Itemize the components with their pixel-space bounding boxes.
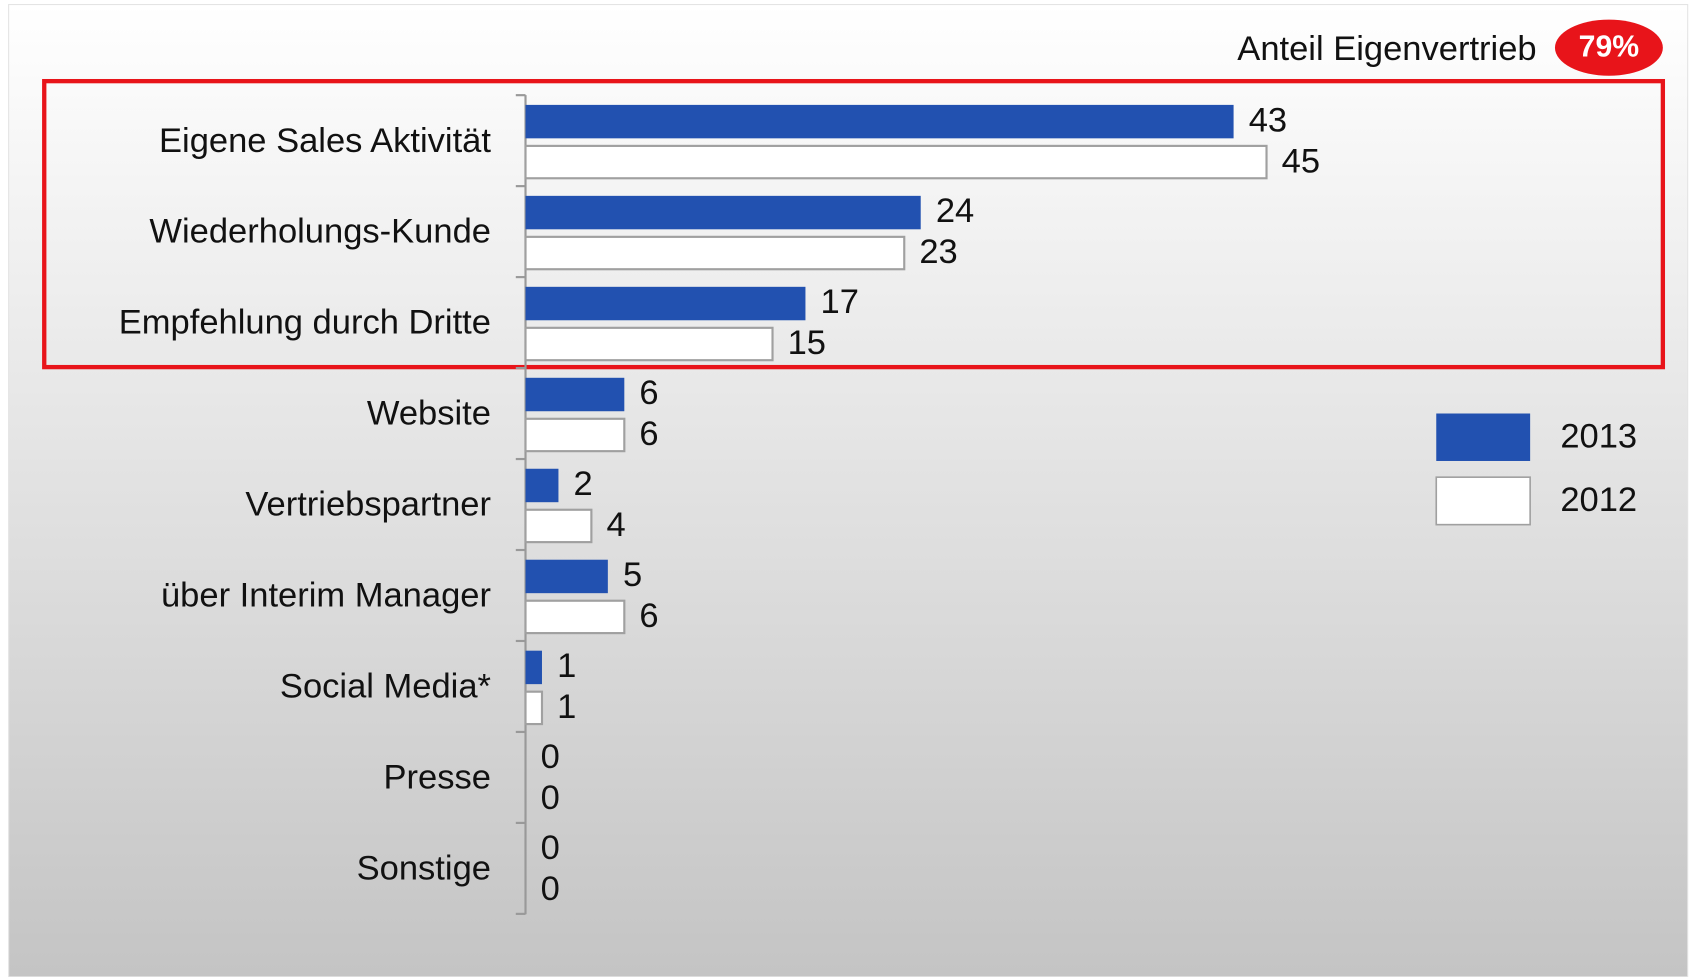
value-label: 17 xyxy=(821,283,859,321)
bar xyxy=(524,599,626,635)
legend-swatch xyxy=(1435,476,1531,526)
category-label: Wiederholungs-Kunde xyxy=(149,213,491,251)
bar xyxy=(525,286,806,321)
value-label: 6 xyxy=(639,374,658,412)
value-label: 6 xyxy=(639,597,658,635)
value-label: 0 xyxy=(541,870,560,908)
value-label: 5 xyxy=(623,556,642,594)
value-label: 1 xyxy=(557,647,576,685)
bar xyxy=(525,104,1234,139)
annotation-text: Anteil Eigenvertrieb xyxy=(1237,30,1536,68)
value-label: 43 xyxy=(1249,101,1287,139)
legend-label: 2013 xyxy=(1560,417,1637,455)
value-label: 0 xyxy=(541,829,560,867)
bar xyxy=(525,377,625,412)
legend-swatch xyxy=(1436,413,1531,461)
value-label: 45 xyxy=(1282,142,1320,180)
bar xyxy=(524,144,1268,180)
bar xyxy=(525,650,542,685)
bar xyxy=(524,508,593,544)
category-label: Social Media* xyxy=(280,668,491,706)
value-label: 15 xyxy=(788,324,826,362)
value-label: 24 xyxy=(936,192,974,230)
value-label: 23 xyxy=(919,233,957,271)
highlight-box xyxy=(42,78,1666,370)
bar xyxy=(524,417,626,453)
bar xyxy=(524,235,906,271)
bar xyxy=(525,559,608,594)
legend-label: 2012 xyxy=(1560,481,1637,519)
category-label: Vertriebspartner xyxy=(245,486,491,524)
category-label: Presse xyxy=(384,759,491,797)
bar xyxy=(524,326,774,362)
value-label: 0 xyxy=(541,738,560,776)
category-label: Website xyxy=(367,395,491,433)
bar xyxy=(524,690,544,726)
value-label: 6 xyxy=(639,415,658,453)
value-label: 2 xyxy=(574,465,593,503)
annotation-badge xyxy=(1554,19,1663,76)
category-label: Eigene Sales Aktivität xyxy=(159,122,491,160)
bar xyxy=(525,195,921,230)
category-label: Sonstige xyxy=(357,850,491,888)
value-label: 4 xyxy=(606,506,625,544)
value-label: 1 xyxy=(557,688,576,726)
annotation-badge-text: 79% xyxy=(1579,31,1640,64)
value-label: 0 xyxy=(541,779,560,817)
category-label: über Interim Manager xyxy=(161,577,491,615)
category-label: Empfehlung durch Dritte xyxy=(119,304,491,342)
bar xyxy=(525,468,559,503)
